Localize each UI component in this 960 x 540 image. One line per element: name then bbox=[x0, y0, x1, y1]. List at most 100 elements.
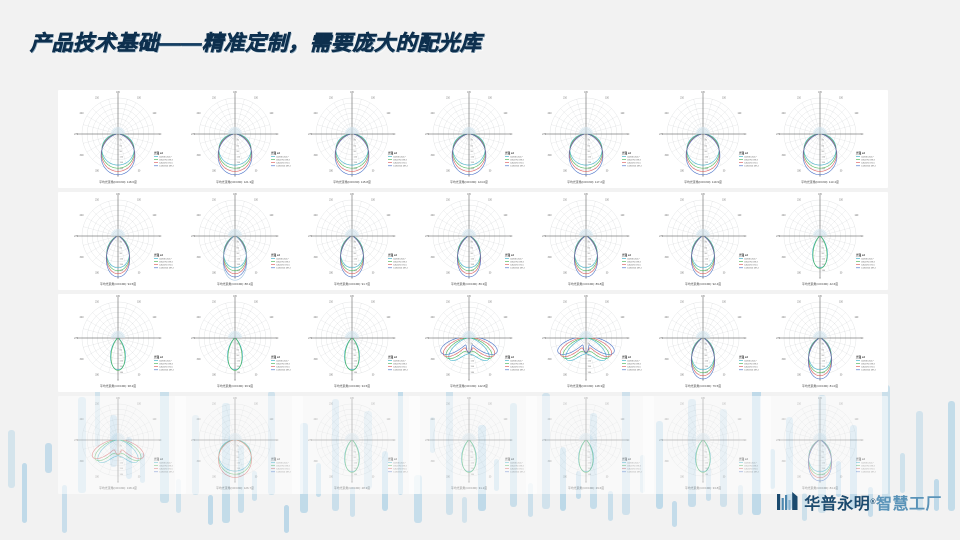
polar-diagram-card[interactable]: 180 150 120 90 60 30 0 330 300 270 240 210 30 60 90 120… bbox=[175, 294, 303, 392]
svg-text:120: 120 bbox=[854, 317, 859, 319]
polar-diagram-card[interactable]: 180 150 120 90 60 30 0 330 300 270 240 210 30 60 90 120… bbox=[526, 294, 654, 392]
svg-text:270: 270 bbox=[542, 134, 547, 136]
svg-text:90: 90 bbox=[861, 236, 864, 238]
svg-text:150: 150 bbox=[237, 162, 241, 164]
polar-diagram-card[interactable]: 180 150 120 90 60 30 0 330 300 270 240 210 30 60 90 120… bbox=[175, 192, 303, 290]
svg-text:0: 0 bbox=[702, 482, 704, 484]
polar-diagram-card[interactable]: 180 150 120 90 60 30 0 330 300 270 240 210 30 60 90 120… bbox=[526, 396, 654, 494]
svg-text:C0/180 204.7: C0/180 204.7 bbox=[393, 156, 406, 158]
polar-diagram-card[interactable]: 180 150 120 90 60 30 0 330 300 270 240 210 30 60 90 120… bbox=[58, 396, 186, 494]
svg-text:60: 60 bbox=[270, 461, 273, 463]
svg-text:60: 60 bbox=[387, 257, 390, 259]
svg-text:150: 150 bbox=[839, 200, 844, 202]
svg-text:150: 150 bbox=[471, 162, 475, 164]
decoration-bar bbox=[640, 455, 645, 493]
polar-diagram-card[interactable]: 180 150 120 90 60 30 0 330 300 270 240 210 30 60 90 120… bbox=[643, 90, 771, 188]
polar-diagram-card[interactable]: 180 150 120 90 60 30 0 330 300 270 240 210 30 60 90 120… bbox=[760, 396, 888, 494]
svg-text:330: 330 bbox=[797, 272, 802, 274]
svg-text:60: 60 bbox=[354, 145, 357, 147]
svg-text:C45/225 191.5: C45/225 191.5 bbox=[744, 163, 758, 165]
polar-diagram-plot-2-4: 1801501209060300330300270240210306090120… bbox=[425, 194, 534, 286]
svg-text:90: 90 bbox=[159, 236, 162, 238]
svg-text:180: 180 bbox=[233, 296, 238, 298]
polar-diagram-card[interactable]: 180 150 120 90 60 30 0 330 300 270 240 210 30 60 90 120… bbox=[526, 90, 654, 188]
svg-text:120: 120 bbox=[152, 113, 157, 115]
svg-text:330: 330 bbox=[95, 374, 100, 376]
polar-diagram-card[interactable]: 180 150 120 90 60 30 0 330 300 270 240 210 30 60 90 120… bbox=[175, 396, 303, 494]
polar-diagram-card[interactable]: 180 150 120 90 60 30 0 330 300 270 240 210 30 60 90 120… bbox=[292, 192, 420, 290]
svg-text:240: 240 bbox=[782, 113, 787, 115]
svg-text:60: 60 bbox=[237, 145, 240, 147]
svg-text:C0/180 204.7: C0/180 204.7 bbox=[159, 462, 172, 464]
svg-text:330: 330 bbox=[680, 476, 685, 478]
svg-text:90: 90 bbox=[159, 440, 162, 442]
polar-diagram-card[interactable]: 180 150 120 90 60 30 0 330 300 270 240 210 30 60 90 120… bbox=[760, 294, 888, 392]
svg-text:330: 330 bbox=[680, 170, 685, 172]
polar-diagram-card[interactable]: 180 150 120 90 60 30 0 330 300 270 240 210 30 60 90 120… bbox=[760, 90, 888, 188]
svg-text:C90/270 198.3: C90/270 198.3 bbox=[744, 160, 758, 162]
svg-text:150: 150 bbox=[371, 302, 376, 304]
svg-text:180: 180 bbox=[705, 270, 709, 272]
svg-text:150: 150 bbox=[822, 468, 826, 470]
svg-text:150: 150 bbox=[371, 200, 376, 202]
svg-text:240: 240 bbox=[782, 419, 787, 421]
polar-diagram-card[interactable]: 180 150 120 90 60 30 0 330 300 270 240 210 30 60 90 120… bbox=[175, 90, 303, 188]
svg-text:C90/270 198.3: C90/270 198.3 bbox=[159, 466, 173, 468]
svg-text:30: 30 bbox=[723, 272, 726, 274]
svg-text:120: 120 bbox=[386, 317, 391, 319]
polar-diagram-card[interactable]: 180 150 120 90 60 30 0 330 300 270 240 210 30 60 90 120… bbox=[58, 192, 186, 290]
svg-text:270: 270 bbox=[191, 236, 196, 238]
svg-text:240: 240 bbox=[80, 317, 85, 319]
svg-text:光强 cd: 光强 cd bbox=[855, 151, 865, 155]
svg-text:平均光束角(C0/C90): 38.2度: 平均光束角(C0/C90): 38.2度 bbox=[100, 383, 136, 388]
svg-text:60: 60 bbox=[738, 155, 741, 157]
svg-text:C0/180 204.7: C0/180 204.7 bbox=[159, 258, 172, 260]
polar-diagram-card[interactable]: 180 150 120 90 60 30 0 330 300 270 240 210 30 60 90 120… bbox=[643, 192, 771, 290]
polar-diagram-card[interactable]: 180 150 120 90 60 30 0 330 300 270 240 210 30 60 90 120… bbox=[409, 294, 537, 392]
svg-text:90: 90 bbox=[120, 253, 123, 255]
polar-diagram-card[interactable]: 180 150 120 90 60 30 0 330 300 270 240 210 30 60 90 120… bbox=[292, 90, 420, 188]
svg-text:平均光束角(C0/C90): 142.8度: 平均光束角(C0/C90): 142.8度 bbox=[450, 383, 488, 388]
polar-diagram-card[interactable]: 180 150 120 90 60 30 0 330 300 270 240 210 30 60 90 120… bbox=[409, 90, 537, 188]
svg-text:0: 0 bbox=[702, 380, 704, 382]
svg-text:330: 330 bbox=[797, 374, 802, 376]
polar-diagram-card[interactable]: 180 150 120 90 60 30 0 330 300 270 240 210 30 60 90 120… bbox=[292, 396, 420, 494]
svg-text:C45/225 191.5: C45/225 191.5 bbox=[276, 469, 290, 471]
svg-text:60: 60 bbox=[822, 145, 825, 147]
svg-text:90: 90 bbox=[276, 338, 279, 340]
svg-text:120: 120 bbox=[120, 361, 124, 363]
svg-text:210: 210 bbox=[95, 200, 100, 202]
svg-text:60: 60 bbox=[855, 155, 858, 157]
polar-diagram-card[interactable]: 180 150 120 90 60 30 0 330 300 270 240 210 30 60 90 120… bbox=[643, 396, 771, 494]
svg-text:光强 cd: 光强 cd bbox=[270, 457, 280, 461]
polar-diagram-card[interactable]: 180 150 120 90 60 30 0 330 300 270 240 210 30 60 90 120… bbox=[409, 192, 537, 290]
polar-diagram-card[interactable]: 180 150 120 90 60 30 0 330 300 270 240 210 30 60 90 120… bbox=[409, 396, 537, 494]
polar-diagram-card[interactable]: 180 150 120 90 60 30 0 330 300 270 240 210 30 60 90 120… bbox=[58, 294, 186, 392]
polar-diagram-card[interactable]: 180 150 120 90 60 30 0 330 300 270 240 210 30 60 90 120… bbox=[292, 294, 420, 392]
svg-text:240: 240 bbox=[431, 317, 436, 319]
svg-text:90: 90 bbox=[120, 457, 123, 459]
polar-diagram-card[interactable]: 180 150 120 90 60 30 0 330 300 270 240 210 30 60 90 120… bbox=[643, 294, 771, 392]
svg-text:C45/225 191.5: C45/225 191.5 bbox=[159, 163, 173, 165]
svg-text:0: 0 bbox=[117, 278, 119, 280]
svg-text:C90/270 198.3: C90/270 198.3 bbox=[510, 466, 524, 468]
svg-text:330: 330 bbox=[680, 272, 685, 274]
polar-diagram-plot-1-5: 1801501209060300330300270240210306090120… bbox=[542, 92, 651, 184]
svg-text:300: 300 bbox=[80, 359, 85, 361]
svg-text:光强 cd: 光强 cd bbox=[621, 355, 631, 359]
svg-text:C135/315 187.2: C135/315 187.2 bbox=[627, 166, 643, 168]
polar-diagram-card[interactable]: 180 150 120 90 60 30 0 330 300 270 240 210 30 60 90 120… bbox=[760, 192, 888, 290]
svg-text:C90/270 198.3: C90/270 198.3 bbox=[510, 262, 524, 264]
svg-text:180: 180 bbox=[818, 194, 823, 196]
svg-text:90: 90 bbox=[120, 355, 123, 357]
polar-diagram-card[interactable]: 180 150 120 90 60 30 0 330 300 270 240 210 30 60 90 120… bbox=[58, 90, 186, 188]
decoration-bar bbox=[770, 449, 775, 489]
svg-text:120: 120 bbox=[854, 215, 859, 217]
polar-diagram-plot-2-1: 1801501209060300330300270240210306090120… bbox=[74, 194, 183, 286]
polar-diagram-card[interactable]: 180 150 120 90 60 30 0 330 300 270 240 210 30 60 90 120… bbox=[526, 192, 654, 290]
svg-text:C135/315 187.2: C135/315 187.2 bbox=[744, 166, 760, 168]
svg-text:120: 120 bbox=[822, 463, 826, 465]
svg-text:60: 60 bbox=[705, 247, 708, 249]
svg-text:300: 300 bbox=[665, 359, 670, 361]
svg-text:210: 210 bbox=[797, 98, 802, 100]
